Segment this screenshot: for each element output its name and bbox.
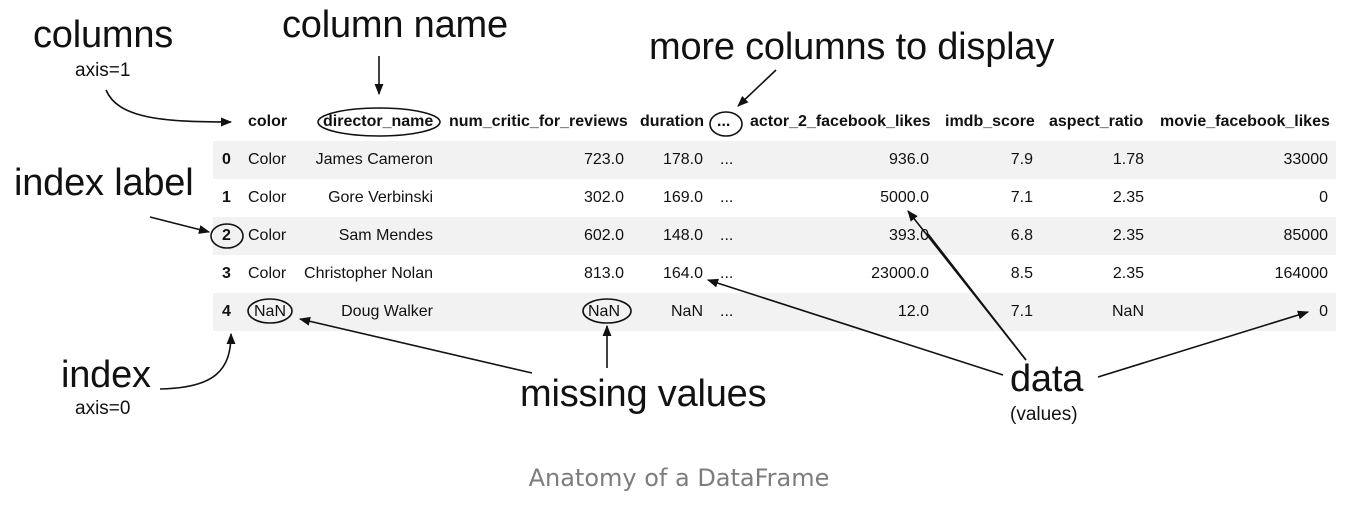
data-arrow-0 [1097,310,1310,378]
columns-axis-label: axis=1 [75,60,131,81]
row-2-imdb-score: 6.8 [1010,227,1033,244]
index-annotation: index [61,354,151,396]
row-3-index: 3 [222,265,231,282]
row-4-imdb-score: 7.1 [1010,303,1033,320]
row-2-duration: 148.0 [662,227,703,244]
row-1-aspect-ratio: 2.35 [1112,189,1144,206]
header-ellipsis: ... [717,113,731,130]
row-3-ellipsis: ... [720,265,734,282]
row-4-duration: NaN [670,303,703,320]
row-0-color: Color [248,151,287,168]
index-2-ellipse [210,223,244,249]
row-0-num-critic: 723.0 [583,151,624,168]
row-2-actor-2-likes: 393.0 [888,227,929,244]
row-1-duration: 169.0 [662,189,703,206]
row-4-director-name: Doug Walker [341,303,433,320]
index-arrow [159,332,236,390]
row-1-num-critic: 302.0 [583,189,624,206]
row-1-imdb-score: 7.1 [1010,189,1033,206]
missing-values-label: missing values [520,373,767,415]
row-0-actor-2-likes: 936.0 [888,151,929,168]
row-2-aspect-ratio: 2.35 [1112,227,1144,244]
more-columns-ellipse [709,111,743,137]
row-0-duration: 178.0 [662,151,703,168]
column-name-label: column name [282,4,508,46]
row-4-aspect-ratio: NaN [1111,303,1144,320]
row-0-director-name: James Cameron [315,151,433,168]
index-label-annotation: index label [14,162,194,204]
row-4-color: NaN [254,303,287,320]
row-0-ellipsis: ... [720,151,734,168]
data-arrow-164 [706,278,1004,376]
row-1-movie-likes: 0 [1319,189,1328,206]
row-1-actor-2-likes: 5000.0 [880,189,929,206]
row-0-movie-likes: 33000 [1283,151,1329,168]
row-3-imdb-score: 8.5 [1010,265,1033,282]
index-axis-label: axis=0 [75,398,131,419]
nan-color-ellipse [247,298,293,324]
row-2-color: Color [248,227,287,244]
row-band-2 [213,217,1336,255]
row-3-duration: 164.0 [662,265,703,282]
row-1-ellipsis: ... [720,189,734,206]
header-movie-facebook-likes: movie_facebook_likes [1160,113,1330,130]
row-3-movie-likes: 164000 [1274,265,1328,282]
row-1-color: Color [248,189,287,206]
more-columns-arrow [737,69,777,107]
row-0-imdb-score: 7.9 [1010,151,1033,168]
row-2-director-name: Sam Mendes [338,227,433,244]
row-3-num-critic: 813.0 [583,265,624,282]
header-num-critic-for-reviews: num_critic_for_reviews [449,113,628,130]
row-2-index: 2 [222,227,231,244]
figure-caption: Anatomy of a DataFrame [528,464,830,492]
nan-critic-ellipse [582,298,632,324]
data-arrow-393 [927,233,1027,361]
row-4-index: 4 [222,303,231,320]
row-3-color: Color [248,265,287,282]
row-4-movie-likes: 0 [1319,303,1328,320]
header-director-name: director_name [323,113,434,130]
index-label-arrow [149,216,211,234]
header-imdb-score: imdb_score [945,113,1035,130]
header-duration: duration [640,113,704,130]
row-0-index: 0 [222,151,231,168]
row-2-movie-likes: 85000 [1283,227,1329,244]
row-4-ellipsis: ... [720,303,734,320]
row-band-0 [213,141,1336,179]
row-3-actor-2-likes: 23000.0 [871,265,929,282]
row-4-num-critic: NaN [587,303,620,320]
row-1-index: 1 [222,189,231,206]
data-label: data [1010,358,1084,400]
more-columns-label: more columns to display [649,26,1055,68]
header-color: color [248,113,288,130]
row-1-director-name: Gore Verbinski [328,189,433,206]
director-name-ellipse [317,107,441,137]
row-0-aspect-ratio: 1.78 [1112,151,1144,168]
row-2-ellipsis: ... [720,227,734,244]
row-3-director-name: Christopher Nolan [304,265,433,282]
header-actor-2-facebook-likes: actor_2_facebook_likes [750,113,931,130]
columns-arrow [105,89,233,127]
columns-label: columns [33,14,174,56]
data-sub-label: (values) [1010,404,1078,425]
missing-values-arrow-left [298,316,533,374]
row-3-aspect-ratio: 2.35 [1112,265,1144,282]
row-2-num-critic: 602.0 [583,227,624,244]
header-aspect-ratio: aspect_ratio [1049,113,1144,130]
row-band-4 [213,293,1336,331]
row-4-actor-2-likes: 12.0 [897,303,929,320]
